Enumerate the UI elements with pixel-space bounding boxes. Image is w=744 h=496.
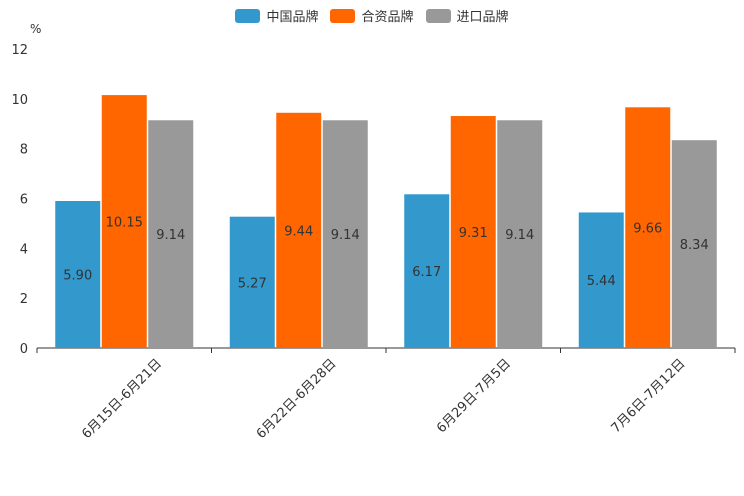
- legend-item-import[interactable]: 进口品牌: [425, 6, 509, 25]
- legend-label-import: 进口品牌: [456, 10, 509, 25]
- data-label-s0-c2: 6.17: [412, 265, 441, 280]
- x-tick-label-0: 6月15日-6月21日: [79, 356, 165, 442]
- bar-s0-c2: [404, 194, 450, 348]
- x-tick-label-2: 6月29日-7月5日: [434, 356, 514, 436]
- bar-s2-c2: [497, 120, 543, 349]
- bar-s0-c3: [578, 212, 624, 348]
- legend-swatch-joint: [330, 8, 356, 23]
- data-label-s2-c2: 9.14: [505, 228, 534, 243]
- y-tick-label-3: 6: [20, 193, 28, 208]
- legend-swatch-import: [425, 8, 451, 23]
- data-label-s0-c3: 5.44: [587, 274, 616, 289]
- legend-label-joint: 合资品牌: [361, 10, 414, 25]
- data-label-s2-c3: 8.34: [680, 238, 709, 253]
- data-label-s0-c1: 5.27: [238, 276, 267, 291]
- data-label-s2-c1: 9.14: [331, 228, 360, 243]
- data-label-s2-c0: 9.14: [156, 228, 185, 243]
- x-tick-label-3: 7月6日-7月12日: [609, 356, 689, 436]
- data-label-s1-c3: 9.66: [633, 222, 662, 237]
- bar-s0-c1: [229, 216, 275, 348]
- x-tick-label-1: 6月22日-6月28日: [254, 356, 340, 442]
- y-axis-unit: %: [30, 22, 42, 36]
- bar-s1-c0: [101, 95, 147, 349]
- bar-s0-c0: [55, 200, 101, 348]
- y-tick-label-0: 0: [20, 342, 28, 357]
- y-tick-label-2: 4: [20, 242, 28, 257]
- legend: 中国品牌 合资品牌 进口品牌: [0, 6, 744, 25]
- bar-s2-c3: [671, 140, 717, 348]
- data-label-s0-c0: 5.90: [63, 268, 92, 283]
- data-label-s1-c2: 9.31: [459, 226, 488, 241]
- data-label-s1-c0: 10.15: [106, 216, 143, 231]
- legend-swatch-china: [235, 8, 261, 23]
- legend-item-joint[interactable]: 合资品牌: [330, 6, 414, 25]
- bar-s2-c0: [148, 120, 194, 349]
- bar-s1-c2: [450, 116, 496, 348]
- y-tick-label-1: 2: [20, 292, 28, 307]
- y-tick-label-6: 12: [11, 43, 28, 58]
- legend-item-china[interactable]: 中国品牌: [235, 6, 318, 25]
- y-tick-label-5: 10: [11, 93, 28, 108]
- legend-label-china: 中国品牌: [266, 10, 319, 25]
- data-label-s1-c1: 9.44: [284, 224, 313, 239]
- bar-s1-c1: [276, 112, 322, 348]
- bar-s2-c1: [322, 120, 368, 349]
- y-tick-label-4: 8: [20, 143, 28, 158]
- bar-s1-c3: [625, 107, 671, 349]
